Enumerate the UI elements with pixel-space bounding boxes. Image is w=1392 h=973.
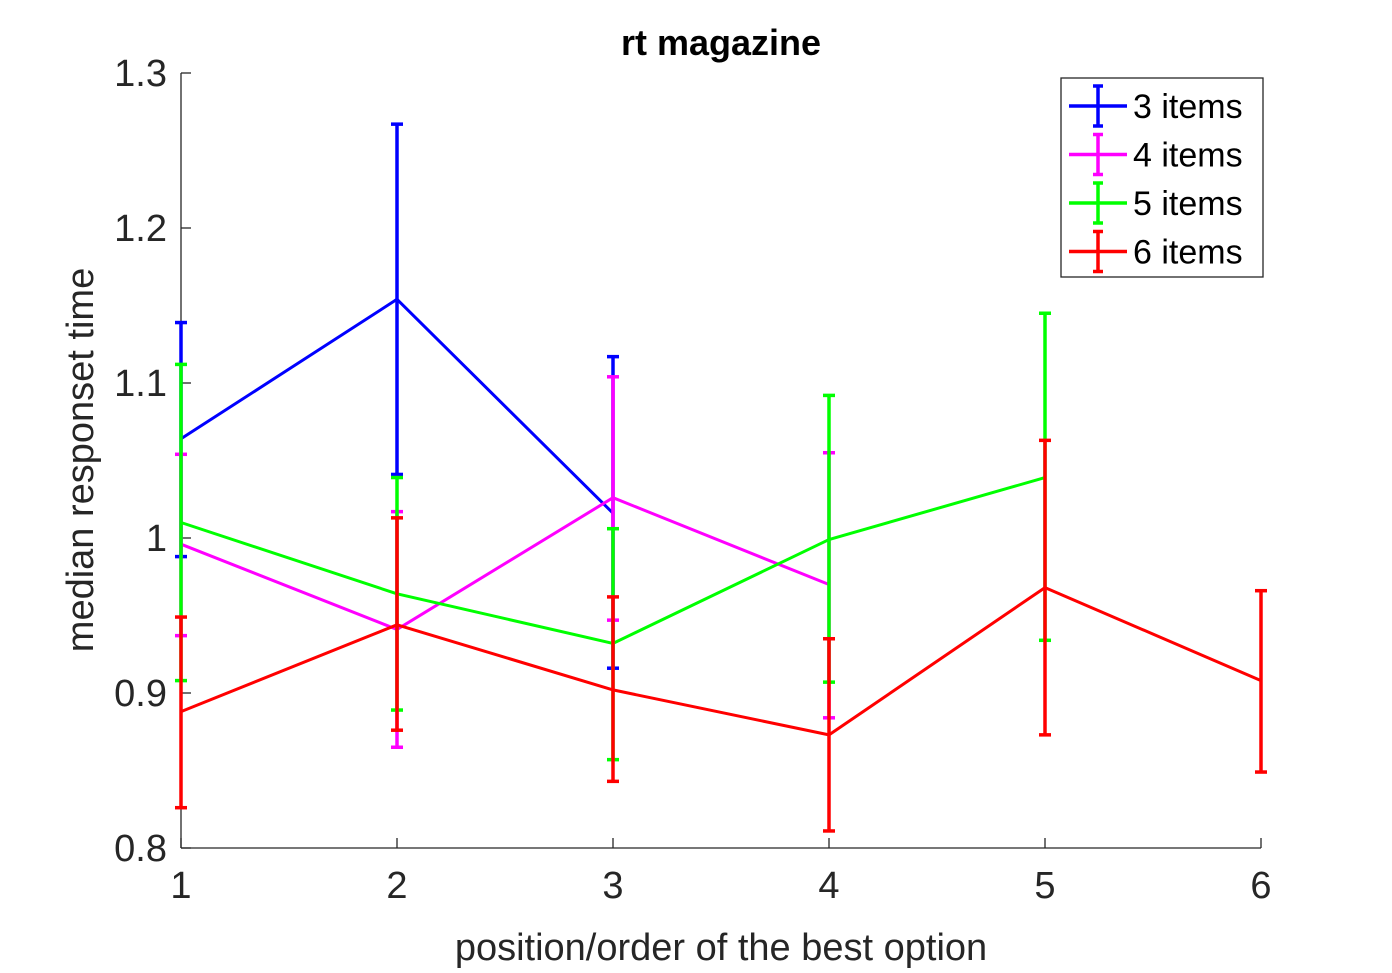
y-tick-label: 0.8 bbox=[114, 828, 167, 870]
legend-entry: 4 items bbox=[1069, 132, 1243, 177]
x-tick-label: 4 bbox=[818, 865, 839, 907]
y-tick-label: 1.3 bbox=[114, 53, 167, 95]
plot-area bbox=[175, 122, 1267, 833]
x-tick-label: 2 bbox=[386, 865, 407, 907]
series-line bbox=[180, 586, 1262, 737]
legend-label: 5 items bbox=[1133, 185, 1243, 223]
y-axis-label: median responset time bbox=[60, 268, 102, 652]
x-tick-label: 5 bbox=[1034, 865, 1055, 907]
axes: 1 2 3 4 5 6 0.8 0.9 1 1.1 1.2 1.3 bbox=[114, 53, 1271, 907]
y-tick-label: 1.2 bbox=[114, 208, 167, 250]
legend-entry: 5 items bbox=[1069, 181, 1243, 225]
legend-label: 6 items bbox=[1133, 234, 1243, 272]
legend-box bbox=[1060, 77, 1264, 278]
legend-label: 3 items bbox=[1133, 88, 1243, 126]
y-tick-label: 1.1 bbox=[114, 363, 167, 405]
x-tick-label: 1 bbox=[170, 865, 191, 907]
x-axis-label: position/order of the best option bbox=[455, 927, 987, 969]
legend: 3 items 4 items 5 items 6 items bbox=[1060, 77, 1264, 278]
x-tick-label: 6 bbox=[1250, 865, 1271, 907]
legend-entry: 6 items bbox=[1069, 229, 1243, 274]
legend-label: 4 items bbox=[1133, 137, 1243, 175]
x-tick-label: 3 bbox=[602, 865, 623, 907]
legend-entry: 3 items bbox=[1069, 84, 1243, 128]
y-tick-label: 1 bbox=[146, 518, 167, 560]
y-tick-label: 0.9 bbox=[114, 673, 167, 715]
series-line bbox=[180, 496, 830, 631]
series-4 bbox=[175, 438, 1267, 833]
chart-title: rt magazine bbox=[621, 22, 821, 63]
